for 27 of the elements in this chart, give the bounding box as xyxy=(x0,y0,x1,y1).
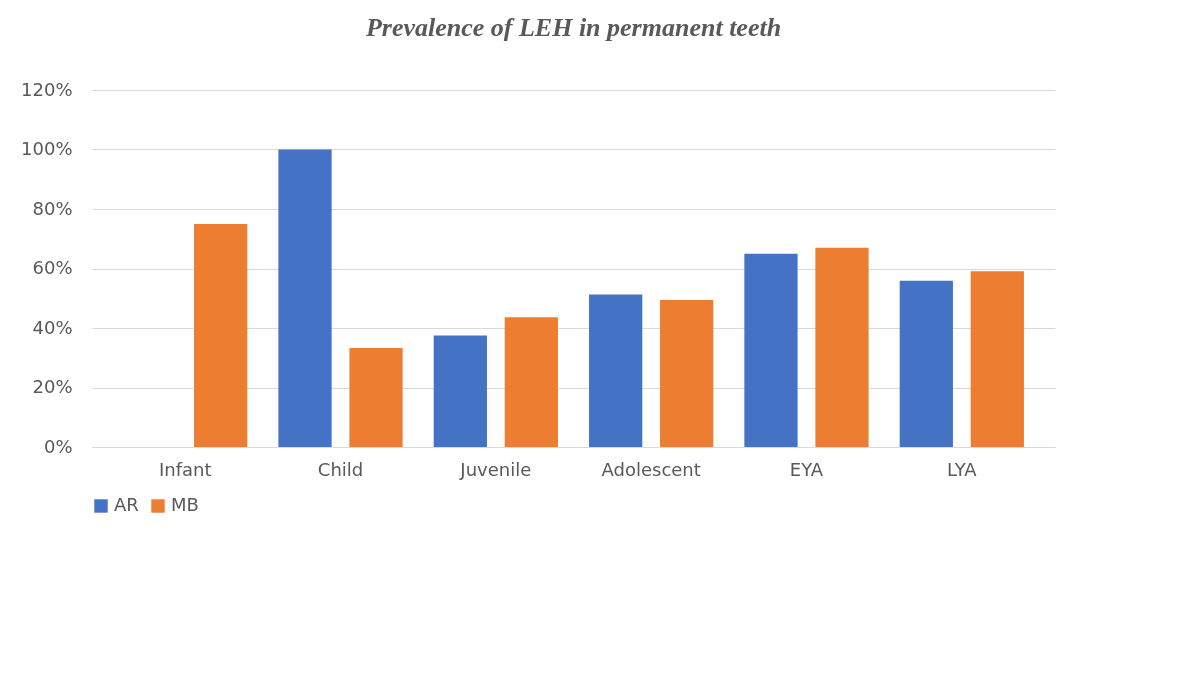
bar xyxy=(278,149,332,447)
x-tick-label: Child xyxy=(317,458,364,480)
x-tick-label: LYA xyxy=(947,458,978,480)
bar xyxy=(970,271,1024,447)
y-tick-label: 60% xyxy=(32,257,73,278)
y-tick-label: 120% xyxy=(21,78,73,100)
x-tick-label: Infant xyxy=(158,458,212,480)
y-tick-label: 80% xyxy=(32,197,73,219)
x-tick-label: EYA xyxy=(789,458,824,480)
y-tick-label: 40% xyxy=(32,316,73,338)
y-tick-label: 20% xyxy=(32,376,73,397)
chart-title: Prevalence of LEH in permanent teeth xyxy=(364,13,782,42)
x-tick-label: Adolescent xyxy=(601,458,701,480)
bar xyxy=(660,300,714,447)
legend-label: AR xyxy=(114,494,139,515)
legend-label: MB xyxy=(171,494,199,515)
bar xyxy=(194,223,248,447)
bar xyxy=(504,317,558,447)
y-tick-label: 0% xyxy=(43,435,73,457)
bar xyxy=(899,280,953,447)
bar xyxy=(349,347,403,447)
x-tick-label: Juvenile xyxy=(459,458,532,480)
bar xyxy=(815,247,869,447)
bar xyxy=(589,294,643,447)
bar xyxy=(744,253,798,447)
bar xyxy=(433,335,487,447)
y-tick-label: 100% xyxy=(21,138,73,159)
